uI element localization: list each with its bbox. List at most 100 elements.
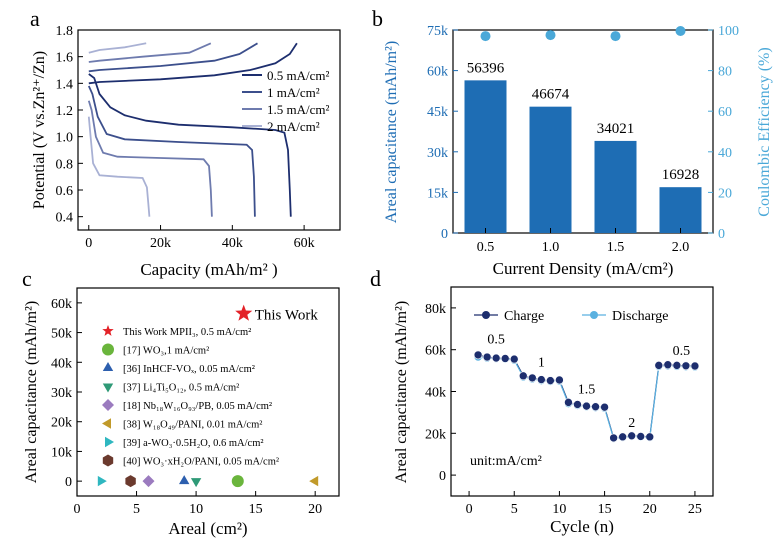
panel-b-bar-1.5 — [594, 140, 637, 233]
panel-d-charge-point — [681, 361, 691, 371]
panel-c-legend-label: [17] WO₃,1 mA/cm² — [123, 346, 209, 357]
panel-c-legend-label: [36] InHCF-VOₓ, 0.05 mA/cm² — [123, 364, 255, 375]
panel-d-legend-label: Charge — [504, 309, 544, 324]
panel-c-point-2 — [179, 475, 190, 485]
panel-d-charge-point — [690, 361, 700, 371]
panel-d-charge-point — [618, 432, 627, 442]
panel-d-charge-point — [528, 373, 537, 383]
panel-d-charge-point — [564, 398, 573, 407]
panel-b-y2tick-label: 40 — [718, 146, 732, 161]
panel-c-legend-label: [38] W₁₈O₄₉/PANI, 0.01 mA/cm² — [123, 420, 262, 431]
panel-a-discharge-curve-4 — [87, 116, 151, 217]
panel-d-xlabel: Cycle (n) — [550, 517, 614, 536]
panel-d-charge-point — [537, 375, 546, 384]
panel-a-charge-curve-1 — [88, 42, 298, 85]
panel-d-ytick-label: 0 — [439, 469, 446, 484]
panel-a-xtick-label: 0 — [85, 236, 92, 251]
panel-c-legend-marker — [102, 418, 111, 429]
panel-b-bar-value-label: 56396 — [467, 60, 505, 76]
panel-b-ytick-label: 45k — [427, 105, 448, 120]
panel-c-legend-marker — [105, 436, 114, 448]
panel-a-ytick-label: 1.0 — [56, 131, 74, 146]
panel-b-ce-point — [545, 30, 556, 41]
panel-d-charge-point — [500, 354, 510, 363]
panel-label-a: a — [30, 6, 40, 31]
panel-b-ytick-label: 15k — [427, 186, 448, 201]
panel-label-c: c — [22, 266, 32, 291]
panel-b-bar-value-label: 34021 — [597, 121, 635, 137]
panel-d-discharge-line — [478, 356, 695, 440]
panel-a-xtick-label: 60k — [294, 236, 315, 251]
panel-c-legend-label: [40] WO₃·xH₂O/PANI, 0.05 mA/cm² — [123, 457, 279, 468]
panel-a-legend-label: 2 mA/cm² — [267, 119, 320, 134]
panel-b-xtick-label: 1.5 — [607, 240, 625, 255]
panel-c-legend-marker — [102, 399, 114, 411]
panel-c-ytick-label: 30k — [51, 386, 72, 401]
panel-c-legend-label: This Work MPII₃, 0.5 mA/cm² — [123, 327, 251, 338]
panel-d-legend-marker — [590, 311, 598, 319]
panel-c-xlabel: Areal (cm²) — [168, 519, 247, 538]
panel-a-ytick-label: 0.4 — [56, 211, 74, 226]
panel-d-charge-point — [627, 431, 636, 441]
panel-c-this-work-label: This Work — [255, 308, 319, 324]
panel-b: 56396 46674 34021 16928 0.5 1.0 1.5 2.0 0 15k 30… — [383, 24, 773, 278]
panel-b-xtick-label: 0.5 — [477, 240, 495, 255]
panel-a-ytick-label: 1.6 — [56, 51, 74, 66]
panel-c-xtick-label: 0 — [74, 502, 81, 517]
panel-a-frame — [77, 29, 341, 231]
panel-d-charge-point — [591, 402, 600, 412]
panel-a-legend-label: 0.5 mA/cm² — [267, 68, 329, 83]
panel-b-ytick-label: 60k — [427, 65, 448, 80]
panel-d-legend-label: Discharge — [612, 309, 669, 324]
panel-c-point-5 — [309, 475, 319, 487]
panel-b-bar-value-label: 46674 — [532, 87, 570, 103]
panel-c-xtick-label: 15 — [249, 502, 263, 517]
panel-a-ytick-label: 1.4 — [56, 77, 74, 92]
panel-d-rate-label: 0.5 — [487, 332, 505, 347]
panel-label-d: d — [370, 266, 381, 291]
panel-c-point-4 — [142, 475, 155, 488]
panel-b-ce-point — [610, 31, 621, 42]
panel-d-charge-point — [672, 361, 682, 370]
panel-d-charge-point — [582, 401, 591, 411]
panel-b-ytick-label: 75k — [427, 24, 448, 39]
panel-c-legend-marker — [102, 343, 114, 356]
panel-d-ytick-label: 60k — [425, 344, 446, 359]
panel-d-xtick-label: 10 — [552, 502, 566, 517]
panel-d-charge-point — [482, 352, 492, 362]
panel-c-ytick-label: 10k — [51, 445, 72, 460]
panel-d-xtick-label: 25 — [688, 502, 702, 517]
panel-d-charge-point — [509, 354, 519, 364]
panel-c-legend-marker — [102, 362, 114, 371]
panel-d-charge-point — [546, 376, 555, 385]
panel-b-y2tick-label: 80 — [718, 65, 732, 80]
panel-c-this-work-point — [235, 304, 253, 321]
panel-c-xtick-label: 5 — [133, 502, 140, 517]
panel-c-point-1 — [231, 475, 244, 488]
panel-b-ce-point — [675, 26, 686, 37]
panel-a: 0 20k 40k 60k 0.4 0.6 0.8 1.0 1.2 1.4 1.6 1.8 0.5 … — [31, 24, 341, 279]
panel-c-legend-marker — [102, 325, 114, 336]
panel-d-rate-label: 1.5 — [578, 383, 596, 398]
panel-b-xtick-label: 1.0 — [542, 240, 560, 255]
panel-c-legend-label: [37] Li₄Ti₅O₁₂, 0.5 mA/cm² — [123, 383, 239, 394]
panel-b-xtick-label: 2.0 — [672, 240, 690, 255]
panel-a-ytick-label: 0.8 — [56, 157, 74, 172]
panel-c-legend-label: [39] a-WO₃·0.5H₂O, 0.6 mA/cm² — [123, 438, 264, 449]
panel-b-bar-1.0 — [529, 106, 572, 233]
panel-b-bar-2.0 — [659, 187, 702, 233]
panel-c-ytick-label: 50k — [51, 327, 72, 342]
panel-d-xtick-label: 20 — [643, 502, 657, 517]
panel-a-legend-label: 1.5 mA/cm² — [267, 102, 329, 117]
panel-a-xtick-label: 40k — [222, 236, 243, 251]
panel-d-charge-point — [491, 353, 501, 363]
panel-a-discharge-curve-3 — [87, 100, 213, 217]
panel-c-legend-label: [18] Nb₁₈W₁₆O₉₃/PB, 0.05 mA/cm² — [123, 401, 272, 412]
panel-d-xtick-label: 0 — [466, 502, 473, 517]
panel-a-charge-curve-2 — [88, 42, 258, 73]
panel-d-ytick-label: 40k — [425, 386, 446, 401]
panel-d-charge-point — [518, 371, 528, 381]
panel-c-ytick-label: 40k — [51, 356, 72, 371]
panel-d-charge-point — [609, 433, 618, 443]
